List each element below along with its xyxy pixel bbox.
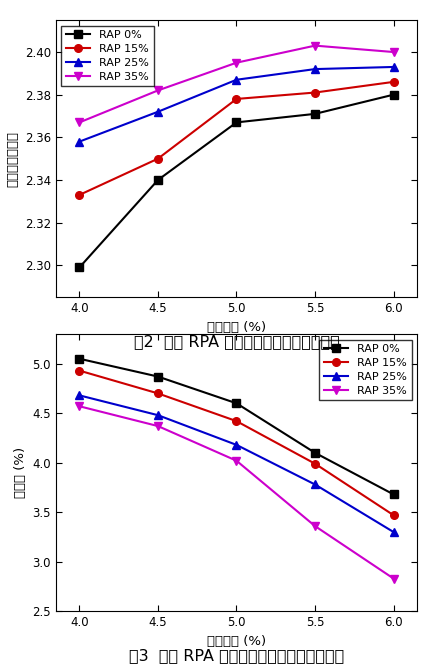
Text: 图2  不同 RPA 掺量下油青用量与密度关系: 图2 不同 RPA 掺量下油青用量与密度关系 (134, 334, 339, 349)
RAP 25% (391, 528, 396, 536)
RAP 15% (77, 367, 82, 375)
RAP 0% (234, 118, 239, 126)
RAP 25% (77, 391, 82, 399)
Line: RAP 25%: RAP 25% (76, 391, 397, 536)
RAP 15% (77, 191, 82, 199)
RAP 0% (391, 91, 396, 99)
RAP 0% (77, 263, 82, 271)
RAP 0% (77, 355, 82, 363)
RAP 25% (234, 441, 239, 449)
RAP 35% (313, 41, 318, 49)
Y-axis label: 空隙率 (%): 空隙率 (%) (14, 447, 27, 498)
Line: RAP 15%: RAP 15% (76, 367, 397, 519)
RAP 35% (391, 574, 396, 582)
RAP 35% (155, 422, 160, 430)
RAP 35% (234, 59, 239, 67)
Text: 图3  不同 RPA 掺量下油青用量与空隙率关系: 图3 不同 RPA 掺量下油青用量与空隙率关系 (129, 648, 344, 663)
RAP 25% (155, 108, 160, 116)
RAP 35% (313, 522, 318, 530)
RAP 15% (155, 389, 160, 397)
RAP 0% (234, 399, 239, 407)
Line: RAP 35%: RAP 35% (76, 402, 397, 582)
Legend: RAP 0%, RAP 15%, RAP 25%, RAP 35%: RAP 0%, RAP 15%, RAP 25%, RAP 35% (61, 25, 154, 86)
RAP 15% (313, 460, 318, 468)
RAP 0% (391, 490, 396, 498)
Line: RAP 25%: RAP 25% (76, 63, 397, 146)
RAP 25% (391, 63, 396, 71)
RAP 15% (391, 78, 396, 86)
X-axis label: 油青用量 (%): 油青用量 (%) (207, 635, 266, 648)
RAP 0% (313, 110, 318, 118)
RAP 25% (155, 411, 160, 420)
X-axis label: 油青用量 (%): 油青用量 (%) (207, 321, 266, 334)
RAP 25% (313, 480, 318, 488)
Line: RAP 0%: RAP 0% (76, 91, 397, 271)
Y-axis label: 毛体积相对密度: 毛体积相对密度 (6, 131, 19, 186)
Line: RAP 15%: RAP 15% (76, 78, 397, 198)
RAP 25% (77, 138, 82, 146)
RAP 35% (234, 457, 239, 465)
RAP 15% (313, 89, 318, 97)
RAP 0% (155, 176, 160, 184)
RAP 25% (234, 75, 239, 84)
Legend: RAP 0%, RAP 15%, RAP 25%, RAP 35%: RAP 0%, RAP 15%, RAP 25%, RAP 35% (319, 339, 412, 400)
RAP 15% (234, 417, 239, 425)
RAP 35% (391, 48, 396, 56)
RAP 35% (77, 402, 82, 410)
RAP 35% (155, 86, 160, 94)
RAP 35% (77, 118, 82, 126)
RAP 15% (234, 95, 239, 103)
Line: RAP 35%: RAP 35% (76, 42, 397, 126)
RAP 25% (313, 65, 318, 73)
RAP 0% (155, 373, 160, 381)
Line: RAP 0%: RAP 0% (76, 355, 397, 498)
RAP 15% (391, 511, 396, 519)
RAP 15% (155, 155, 160, 163)
RAP 0% (313, 449, 318, 457)
